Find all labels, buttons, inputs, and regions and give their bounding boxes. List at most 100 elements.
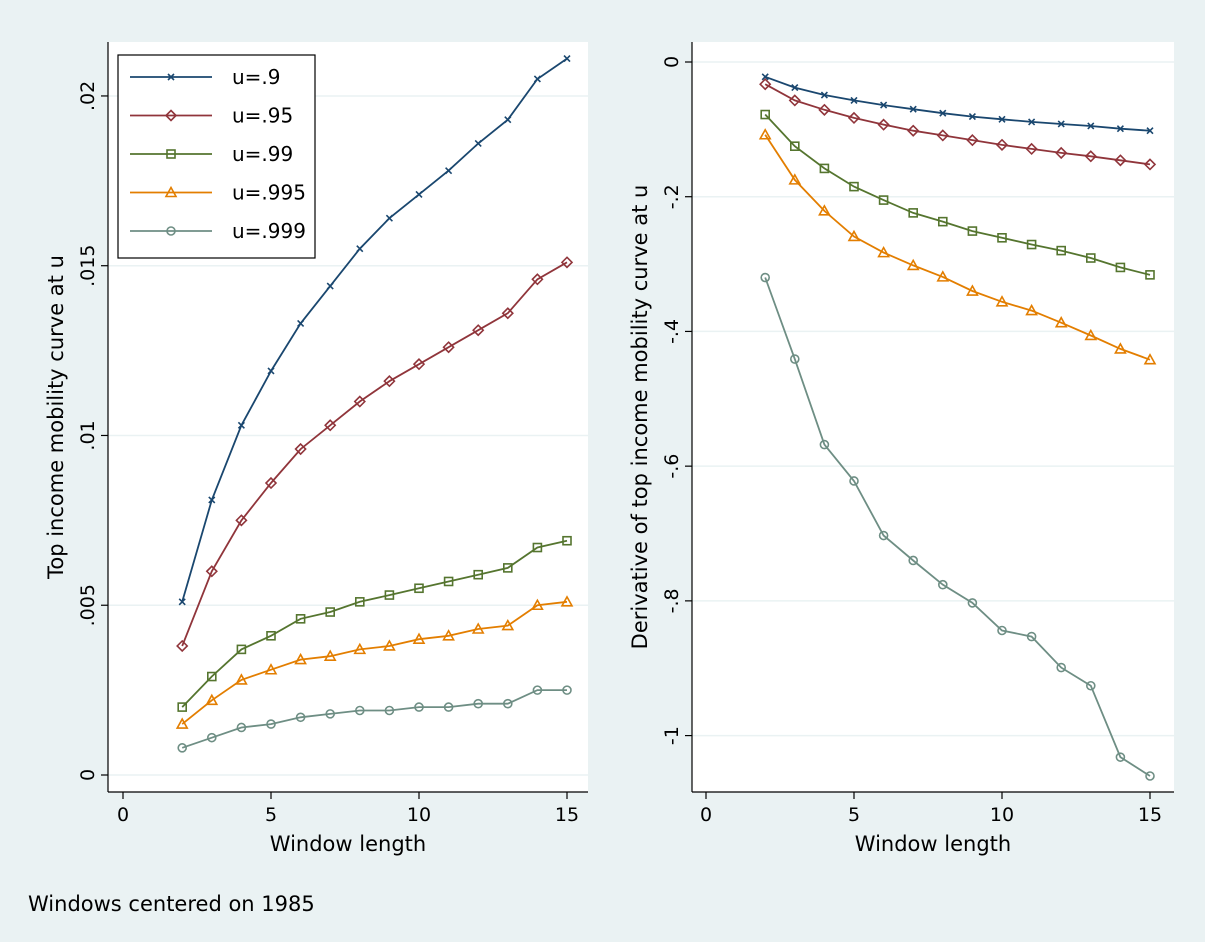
series-line [181, 261, 568, 647]
data-point [937, 216, 948, 227]
data-point [788, 173, 802, 185]
data-point [532, 685, 543, 695]
series-line [181, 600, 568, 725]
y-axis-title: Top income mobility curve at u [44, 255, 68, 580]
data-point [936, 129, 949, 142]
data-point [791, 84, 799, 92]
data-point [1026, 631, 1037, 642]
chart-panel-1: 0 .005 .01 .015 .02 0 5 10 15 Window length Top in… [44, 42, 588, 856]
data-point [176, 639, 189, 653]
data-point [998, 115, 1006, 123]
data-point [412, 632, 426, 644]
legend-entry: u=.9 [130, 65, 281, 89]
data-point [354, 597, 365, 607]
data-point [877, 118, 890, 131]
legend-entry: u=.995 [130, 181, 306, 205]
legend-marker [166, 226, 176, 236]
y-tick-label: 0 [661, 56, 683, 68]
series-u=.999 [177, 685, 572, 753]
data-point [1084, 150, 1097, 163]
legend-marker [166, 149, 176, 159]
legend-box [117, 54, 316, 259]
data-point [504, 116, 512, 124]
legend: u=.9 u=.95 u=.99 u=.995 u=.999 [117, 54, 316, 259]
data-point [908, 208, 919, 218]
series-u=.999 [760, 272, 1155, 781]
data-point [847, 229, 861, 242]
data-point [1115, 752, 1126, 762]
data-point [266, 630, 276, 641]
data-point [788, 94, 801, 107]
data-point [267, 367, 275, 375]
legend-label: u=.9 [232, 65, 281, 89]
data-point [878, 530, 889, 541]
data-point [266, 719, 276, 729]
data-point [819, 163, 830, 174]
data-point [295, 614, 306, 624]
series-u=.95 [759, 78, 1157, 171]
data-point [789, 141, 800, 151]
data-point [1026, 239, 1037, 250]
data-point [531, 598, 544, 611]
legend-label: u=.99 [232, 142, 293, 166]
data-point [323, 649, 337, 661]
series-line [181, 57, 568, 603]
data-point [294, 442, 307, 456]
data-point [473, 569, 484, 580]
data-point [789, 354, 800, 364]
legend-entry: u=.95 [130, 104, 293, 128]
data-point [474, 139, 482, 148]
data-point [819, 439, 830, 450]
data-point [820, 91, 828, 99]
data-point [414, 702, 424, 712]
data-point [471, 622, 485, 634]
data-point [995, 295, 1009, 307]
data-point [760, 109, 771, 120]
data-point [384, 705, 395, 716]
y-tick-label: 0 [77, 769, 99, 781]
data-point [235, 514, 248, 527]
x-tick-label: 15 [555, 804, 579, 826]
data-point [175, 717, 189, 729]
data-point [1086, 253, 1096, 263]
data-point [205, 565, 218, 578]
data-point [939, 109, 947, 117]
plot-area [692, 42, 1174, 792]
legend-entry: u=.99 [130, 142, 293, 166]
data-point [906, 258, 920, 271]
data-point [415, 190, 423, 198]
figure-note: Windows centered on 1985 [28, 892, 315, 916]
data-point [414, 583, 424, 594]
x-tick-label: 5 [848, 804, 860, 826]
data-point [385, 214, 393, 222]
data-point [236, 644, 247, 655]
data-point [384, 590, 395, 600]
data-point [1116, 125, 1124, 133]
data-point [236, 722, 247, 733]
data-point [1056, 662, 1066, 673]
data-point [205, 693, 219, 706]
series-u=.995 [175, 595, 574, 729]
data-point [472, 324, 485, 337]
legend-marker [167, 73, 175, 81]
y-tick-label: .01 [77, 420, 99, 450]
legend-marker [164, 109, 178, 122]
x-tick-label: 15 [1138, 804, 1162, 826]
data-point [207, 732, 217, 743]
data-point [412, 358, 426, 371]
x-tick-label: 0 [700, 804, 712, 826]
legend-entry: u=.999 [130, 219, 306, 243]
data-point [325, 607, 336, 617]
data-point [1057, 120, 1065, 128]
y-tick-label: .005 [77, 584, 99, 626]
data-point [1143, 353, 1157, 365]
data-point [177, 702, 187, 712]
data-point [1028, 118, 1036, 126]
data-point [997, 233, 1007, 243]
data-point [264, 663, 278, 675]
data-point [1114, 154, 1127, 167]
data-point [178, 598, 186, 606]
data-point [208, 496, 216, 504]
data-point [325, 709, 336, 719]
legend-label: u=.999 [232, 219, 306, 243]
